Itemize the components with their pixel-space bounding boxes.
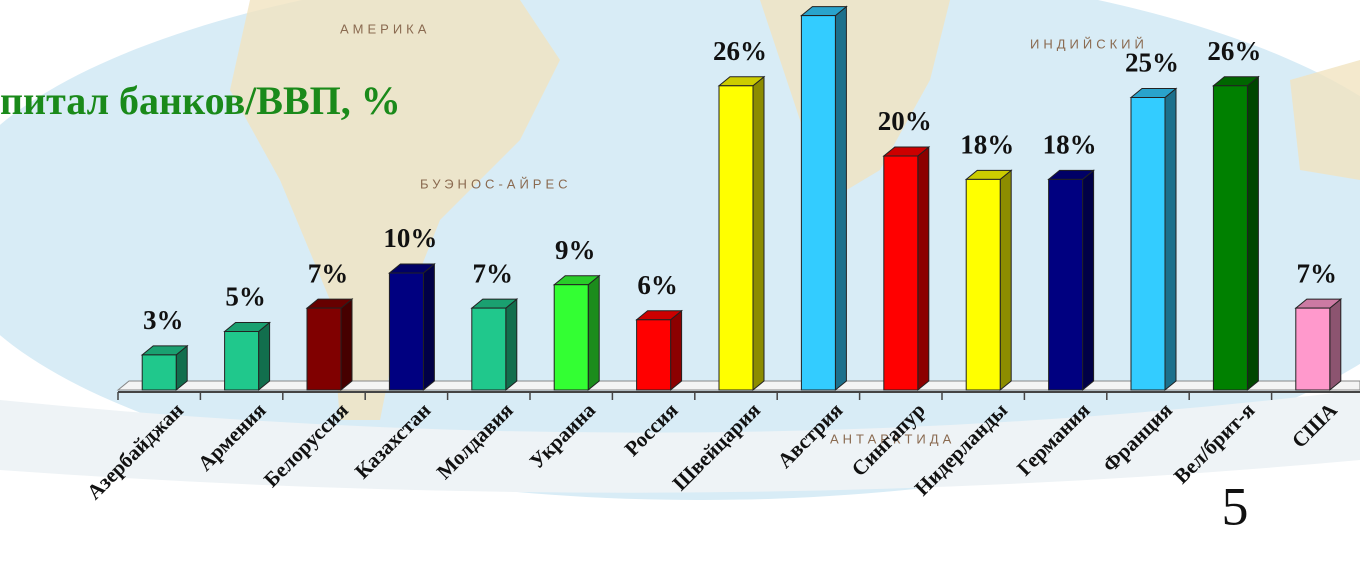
map-label: АМЕРИКА: [340, 21, 430, 36]
data-label: 26%: [1207, 36, 1261, 66]
data-label: 18%: [960, 130, 1014, 160]
bar-side: [587, 274, 600, 392]
data-label: 7%: [1297, 258, 1338, 288]
bar: [800, 15, 836, 391]
continent: [230, 0, 560, 420]
data-label: 26%: [713, 36, 767, 66]
bar: [141, 354, 177, 391]
chart-title: питал банков/ВВП, %: [0, 78, 401, 123]
bar: [1295, 307, 1331, 391]
data-label: 7%: [308, 258, 349, 288]
data-label: 10%: [383, 223, 437, 253]
bar-side: [505, 298, 518, 392]
bar: [718, 85, 754, 391]
bar-side: [258, 321, 271, 392]
bar: [965, 178, 1001, 391]
bar-side: [752, 75, 765, 392]
bar-side: [340, 298, 353, 392]
data-label: 5%: [225, 282, 266, 312]
map-label: АНТАРКТИДА: [830, 431, 955, 446]
bar-side: [670, 309, 683, 392]
bar: [471, 307, 507, 391]
data-label: 25%: [1125, 48, 1179, 78]
bar-side: [1246, 75, 1259, 392]
bar: [388, 272, 424, 391]
continent: [1290, 60, 1360, 180]
bar-side: [422, 262, 435, 392]
data-label: 20%: [878, 106, 932, 136]
bar: [224, 331, 260, 391]
bar: [553, 284, 589, 391]
bar-side: [1082, 169, 1095, 392]
bar-side: [999, 169, 1012, 392]
data-label: 3%: [143, 305, 184, 335]
bar: [1212, 85, 1248, 391]
bar: [636, 319, 672, 391]
data-label: 7%: [473, 258, 514, 288]
map-label: БУЭНОС-АЙРЕС: [420, 176, 572, 191]
data-label: 18%: [1043, 130, 1097, 160]
ice: [0, 390, 1360, 493]
bar: [883, 155, 919, 391]
bar-side: [834, 5, 847, 392]
bar: [306, 307, 342, 391]
bar-side: [917, 145, 930, 392]
bar: [1130, 97, 1166, 391]
page-number: 5: [1222, 476, 1249, 536]
data-label: 9%: [555, 235, 596, 265]
bar: [1048, 178, 1084, 391]
data-label: 6%: [637, 270, 678, 300]
map-label: ИНДИЙСКИЙ: [1030, 36, 1148, 51]
bar-side: [1329, 298, 1342, 392]
bar-side: [1164, 87, 1177, 392]
